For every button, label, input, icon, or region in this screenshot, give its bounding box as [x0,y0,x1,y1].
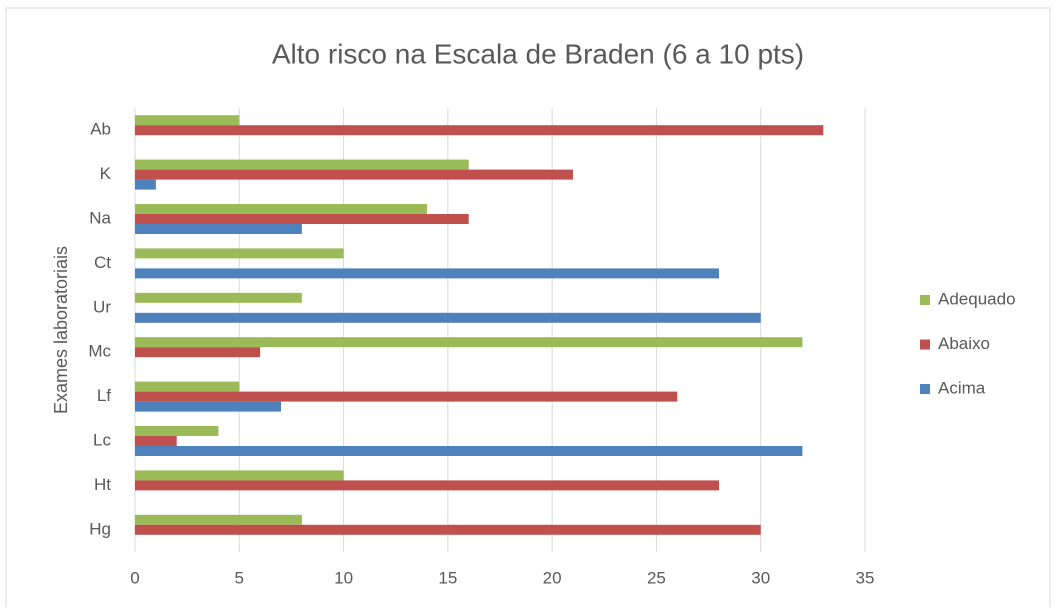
y-tick-label: Ab [90,120,111,139]
bar [135,524,761,535]
legend-swatch [920,384,930,394]
y-tick-label: Lc [93,430,111,449]
bar [135,347,261,358]
x-tick-label: 20 [543,568,562,587]
bar [135,292,302,303]
bar [135,115,240,126]
bar [135,514,302,525]
bar [135,214,469,224]
bar [135,401,281,412]
y-tick-label: Ur [93,297,111,316]
x-tick-label: 0 [130,568,139,587]
bar [135,204,427,214]
legend-swatch [920,295,930,305]
y-tick-label: Ht [94,475,111,494]
x-tick-label: 10 [334,568,353,587]
bar [135,248,344,259]
bar [135,470,344,481]
y-tick-label: Mc [88,342,111,361]
bar [135,159,469,170]
bar [135,169,573,180]
legend-label: Adequado [938,289,1016,308]
bar [135,224,302,234]
bar [135,391,678,402]
bar [135,125,824,136]
x-tick-label: 5 [235,568,244,587]
chart-title: Alto risco na Escala de Braden (6 a 10 p… [272,38,804,69]
y-tick-label: K [100,164,112,183]
bar [135,337,803,348]
legend-swatch [920,339,930,350]
bar [135,480,719,491]
bar [135,179,156,190]
y-tick-label: Lf [97,386,111,405]
bar [135,381,240,392]
bar [135,446,803,456]
x-tick-label: 15 [438,568,457,587]
chart-frame [5,7,1051,612]
y-tick-label: Na [89,208,111,227]
y-axis-label: Exames laboratoriais [51,246,71,414]
bar [135,312,761,323]
x-tick-label: 25 [647,568,666,587]
y-tick-label: Hg [89,519,111,538]
x-tick-label: 30 [751,568,770,587]
bar [135,268,719,279]
legend-label: Abaixo [938,334,990,353]
bar [135,426,219,436]
bar [135,436,177,446]
x-tick-label: 35 [856,568,875,587]
y-tick-label: Ct [94,253,111,272]
legend-label: Acima [938,378,986,397]
